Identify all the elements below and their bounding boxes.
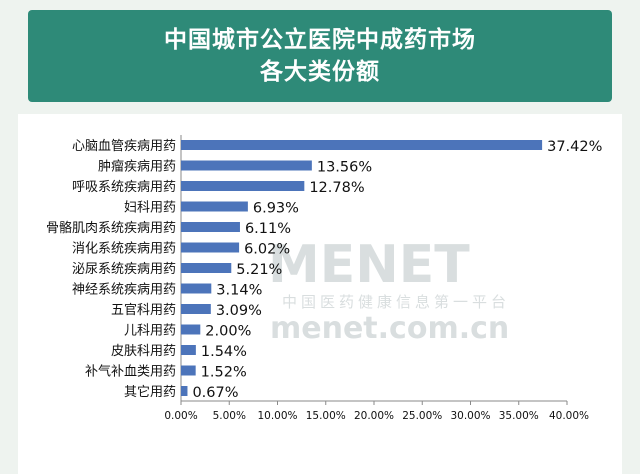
chart-title-line1: 中国城市公立医院中成药市场 xyxy=(164,27,476,53)
category-label: 妇科用药 xyxy=(124,200,176,216)
data-label: 1.54% xyxy=(201,344,247,360)
x-tick-label: 5.00% xyxy=(213,410,246,422)
x-tick-label: 15.00% xyxy=(306,410,346,422)
category-label: 心脑血管疾病用药 xyxy=(72,139,176,154)
bars-group xyxy=(181,140,543,396)
category-label: 五官科用药 xyxy=(111,302,176,318)
x-tick-label: 10.00% xyxy=(257,410,297,422)
x-tick-labels: 0.00% 5.00% 10.00% 15.00% 20.00% 25.00% 30.00%… xyxy=(164,410,589,422)
x-tick-label: 35.00% xyxy=(499,410,539,422)
data-label: 6.02% xyxy=(244,242,290,258)
category-label: 补气补血类用药 xyxy=(85,364,176,380)
category-label: 儿科用药 xyxy=(124,324,176,339)
bar xyxy=(181,365,196,376)
data-label: 6.11% xyxy=(245,221,291,237)
bar xyxy=(181,181,305,191)
bar xyxy=(181,324,201,335)
bar xyxy=(181,283,212,294)
category-label: 神经系统疾病用药 xyxy=(72,283,176,298)
data-label: 2.00% xyxy=(205,324,251,340)
bar xyxy=(181,242,240,253)
chart-title-line2: 各大类份额 xyxy=(260,59,380,85)
category-labels: 心脑血管疾病用药肿瘤疾病用药呼吸系统疾病用药妇科用药骨骼肌肉系统疾病用药消化系统… xyxy=(46,139,176,400)
data-label: 1.52% xyxy=(201,365,247,381)
chart-panel xyxy=(18,114,622,474)
x-tick-label: 20.00% xyxy=(354,410,394,422)
x-tick-label: 25.00% xyxy=(402,410,442,422)
bar xyxy=(181,386,188,396)
category-label: 泌尿系统疾病用药 xyxy=(72,262,176,277)
data-label: 37.42% xyxy=(547,139,602,155)
x-tick-label: 30.00% xyxy=(450,410,490,422)
watermark-brand: MENET xyxy=(268,235,470,295)
x-tick-label: 0.00% xyxy=(164,410,197,422)
title-banner: 中国城市公立医院中成药市场 各大类份额 xyxy=(28,10,612,102)
value-labels: 37.42% 13.56% 12.78% 6.93% 6.11% 6.02% 5.21% 3.… xyxy=(192,139,602,401)
category-label: 消化系统疾病用药 xyxy=(72,242,176,257)
data-label: 6.93% xyxy=(253,201,299,217)
bar xyxy=(181,263,232,273)
category-label: 呼吸系统疾病用药 xyxy=(72,180,176,195)
watermark-slogan: 中国医药健康信息第一平台 xyxy=(282,293,510,311)
bar xyxy=(181,345,196,355)
x-tick-label: 40.00% xyxy=(549,410,589,422)
category-label: 骨骼肌肉系统疾病用药 xyxy=(46,220,176,236)
bar xyxy=(181,160,312,171)
data-label: 13.56% xyxy=(317,160,372,176)
data-label: 12.78% xyxy=(309,180,364,196)
bar xyxy=(181,140,543,150)
bar xyxy=(181,201,248,212)
data-label: 0.67% xyxy=(192,385,238,401)
category-label: 肿瘤疾病用药 xyxy=(98,159,176,175)
watermark-url: menet.com.cn xyxy=(270,311,509,346)
bar xyxy=(181,222,240,232)
data-label: 3.14% xyxy=(216,283,262,299)
data-label: 3.09% xyxy=(216,303,262,319)
data-label: 5.21% xyxy=(236,262,282,278)
category-label: 皮肤科用药 xyxy=(111,344,176,359)
category-label: 其它用药 xyxy=(124,384,176,400)
bar xyxy=(181,304,211,314)
